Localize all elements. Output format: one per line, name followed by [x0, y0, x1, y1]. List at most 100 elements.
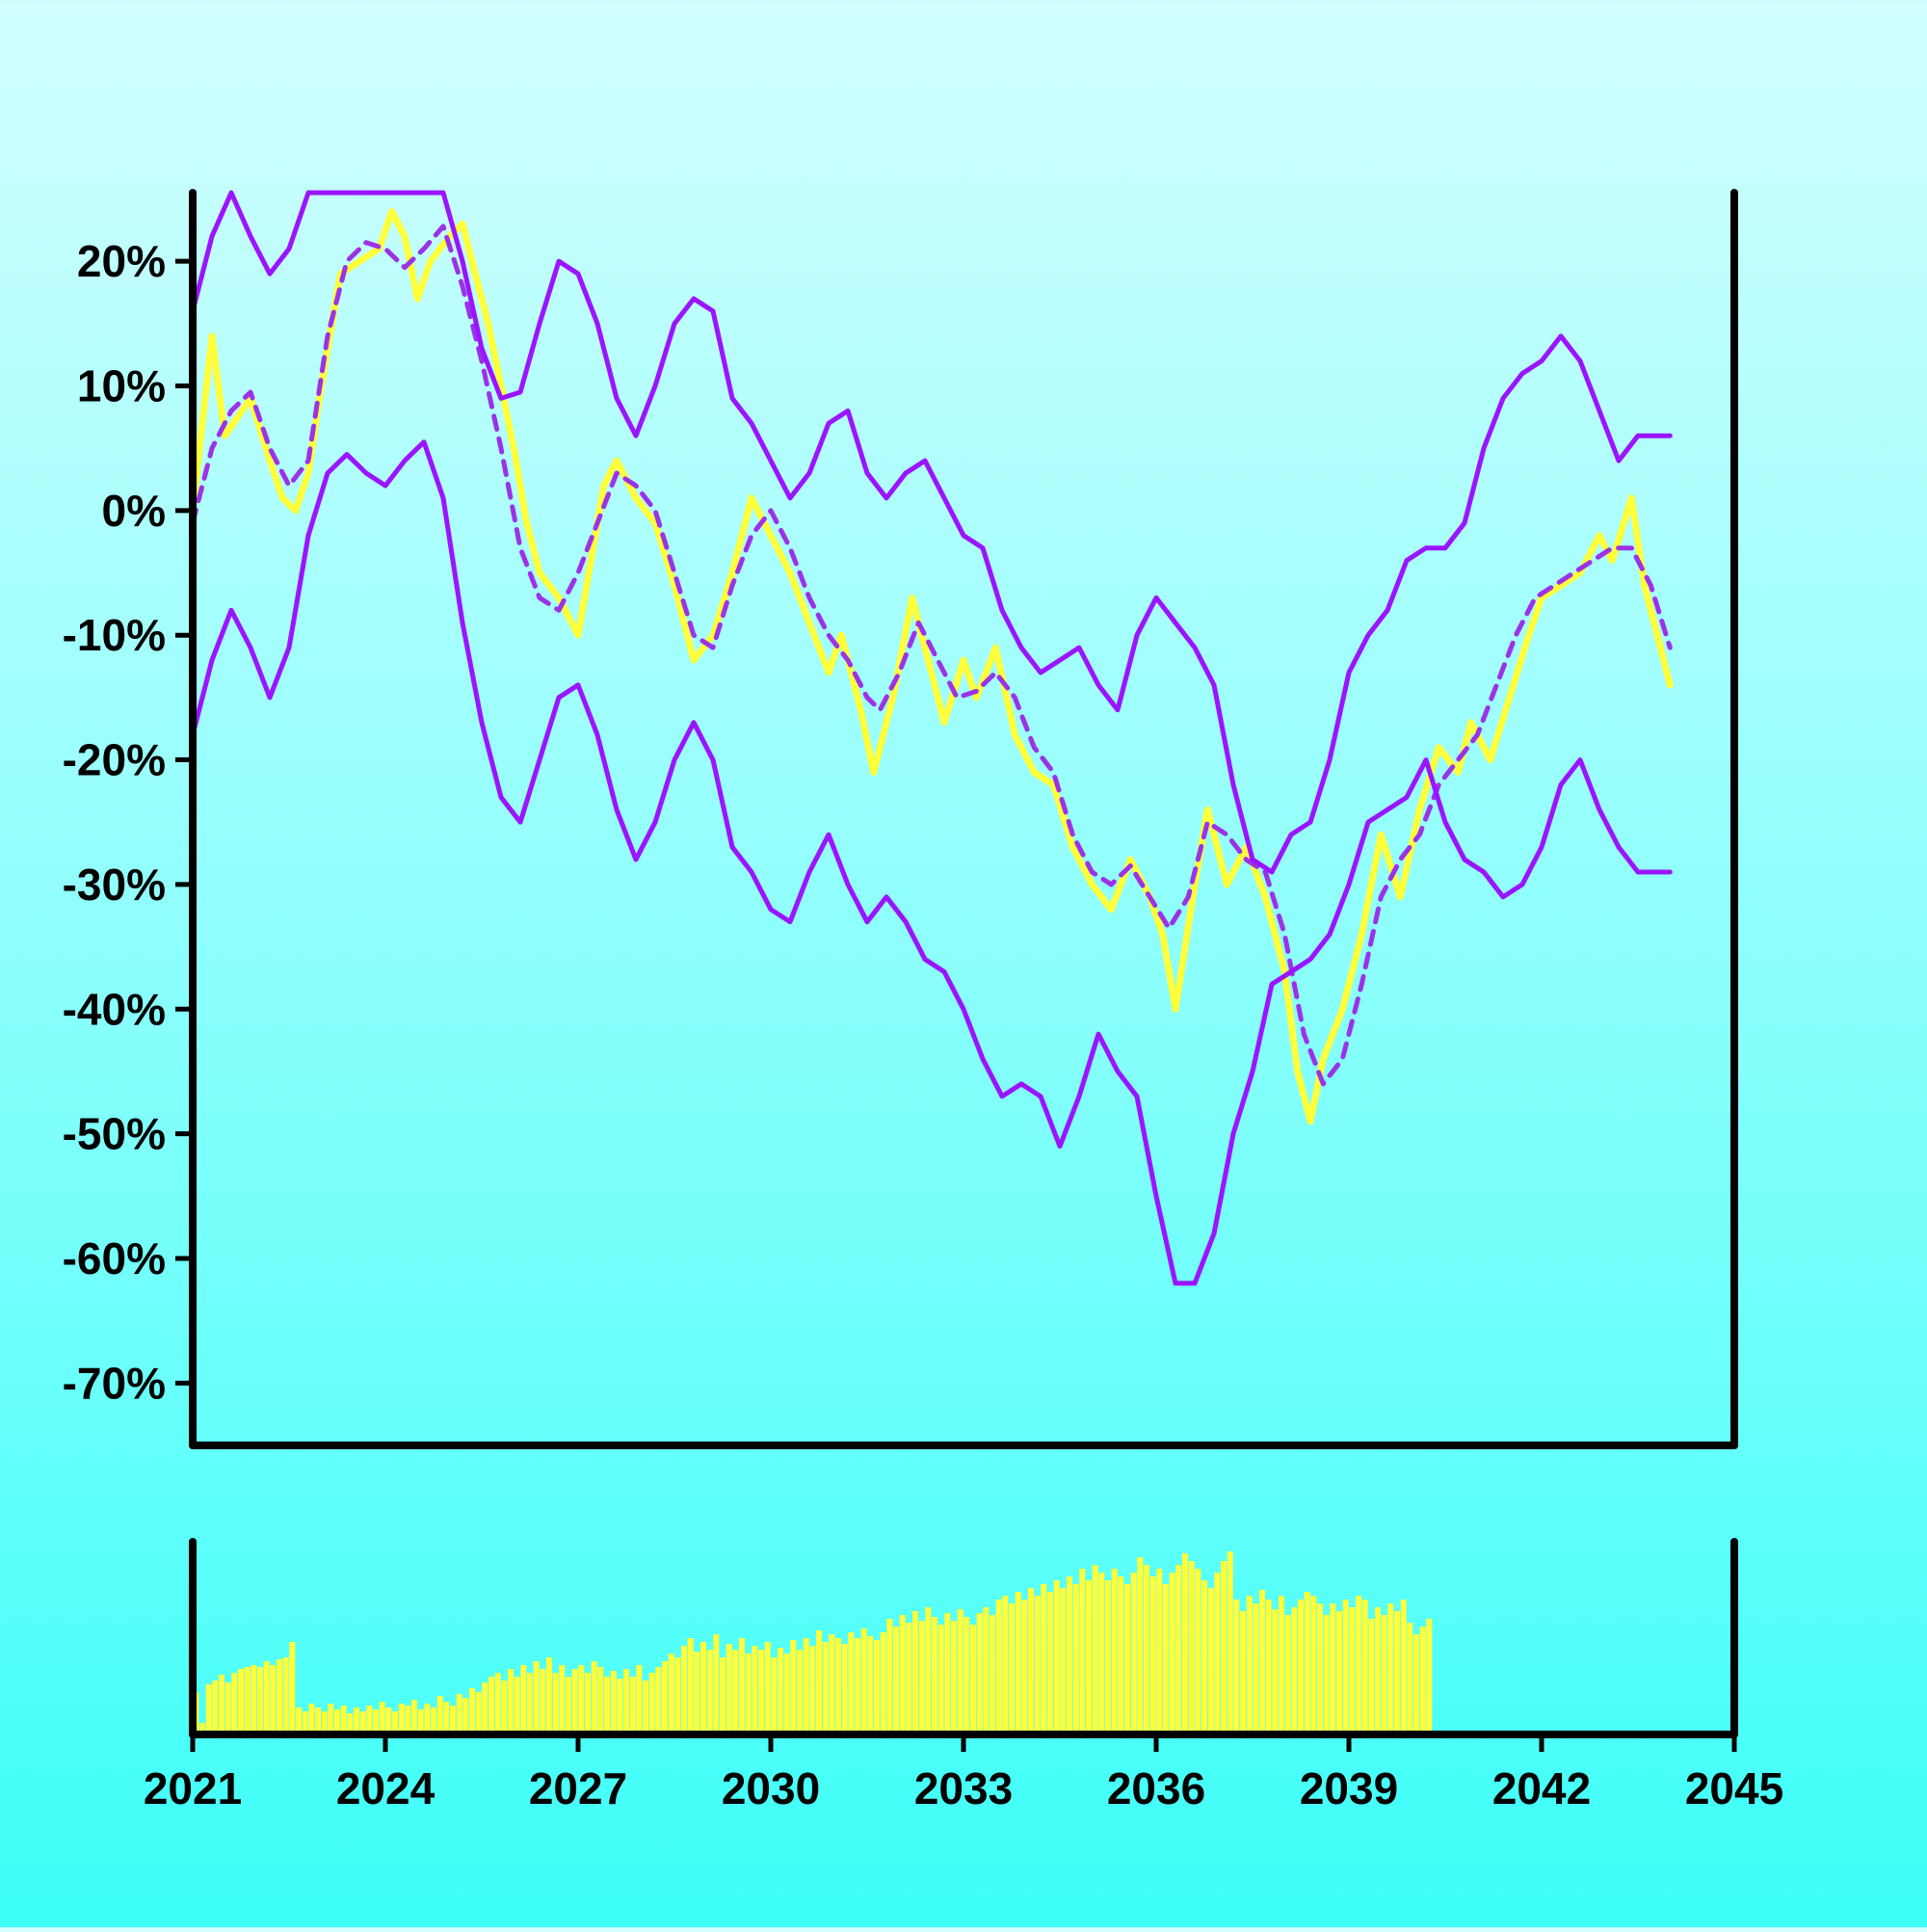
- volume-bar: [1375, 1607, 1381, 1734]
- volume-bar: [1086, 1580, 1092, 1734]
- volume-bar: [1118, 1576, 1124, 1734]
- volume-bar: [1265, 1600, 1272, 1734]
- volume-bar: [462, 1698, 469, 1734]
- volume-bar: [829, 1634, 835, 1734]
- volume-bar: [771, 1657, 778, 1734]
- volume-bar: [1002, 1596, 1009, 1734]
- volume-bar: [219, 1675, 224, 1734]
- volume-bar: [1368, 1619, 1375, 1734]
- volume-bar: [366, 1706, 373, 1734]
- volume-bar: [340, 1706, 347, 1734]
- volume-bar: [739, 1638, 745, 1734]
- volume-bar: [816, 1630, 822, 1734]
- volume-bar: [296, 1707, 302, 1734]
- y-tick-label: -30%: [63, 860, 166, 910]
- volume-bar: [508, 1669, 514, 1734]
- volume-bar: [610, 1671, 617, 1734]
- volume-bar: [244, 1667, 251, 1734]
- volume-bar: [1028, 1588, 1034, 1734]
- volume-bar: [841, 1644, 848, 1734]
- x-axis-ticks: 2021 2024 2027 2030 2033 2036 2039 2042 2045: [144, 1734, 1783, 1813]
- y-tick-label: -10%: [63, 610, 166, 660]
- volume-bar: [411, 1700, 417, 1734]
- main-axes: [189, 189, 1738, 1449]
- volume-bar: [533, 1661, 540, 1734]
- x-tick-label: 2027: [529, 1763, 627, 1813]
- volume-bar: [1259, 1590, 1265, 1734]
- series-line-upper-band: [190, 190, 1673, 875]
- volume-bar: [860, 1628, 867, 1734]
- volume-bar: [559, 1665, 566, 1734]
- volume-bar: [700, 1642, 706, 1734]
- volume-bar: [790, 1640, 797, 1734]
- volume-bar: [424, 1704, 431, 1734]
- x-tick-label: 2042: [1492, 1763, 1591, 1813]
- volume-bar: [482, 1682, 488, 1734]
- volume-bar: [1356, 1596, 1361, 1734]
- volume-bar: [1021, 1600, 1028, 1734]
- volume-bar: [212, 1681, 219, 1734]
- volume-bar: [520, 1665, 527, 1734]
- volume-bar: [867, 1636, 874, 1734]
- volume-bar: [886, 1619, 893, 1734]
- volume-bar: [1195, 1569, 1201, 1734]
- volume-bar: [328, 1704, 334, 1734]
- volume-bars: [193, 1551, 1433, 1734]
- volume-bar: [1387, 1603, 1394, 1734]
- x-tick-label: 2021: [144, 1763, 242, 1813]
- volume-bar: [1253, 1603, 1259, 1734]
- volume-bar: [648, 1673, 655, 1734]
- volume-bar: [1342, 1600, 1349, 1734]
- volume-bar: [655, 1667, 662, 1734]
- volume-bar: [224, 1682, 231, 1734]
- volume-bar: [1349, 1607, 1356, 1734]
- volume-bar: [643, 1681, 648, 1734]
- volume-bar: [855, 1638, 860, 1734]
- volume-bar: [540, 1669, 546, 1734]
- volume-bar: [1407, 1623, 1413, 1734]
- volume-bar: [514, 1677, 520, 1734]
- volume-bar: [263, 1661, 270, 1734]
- volume-bar: [1413, 1634, 1419, 1734]
- volume-bar: [1182, 1553, 1188, 1734]
- volume-bar: [443, 1702, 450, 1734]
- volume-bar: [456, 1694, 462, 1734]
- volume-bar: [270, 1665, 277, 1734]
- volume-bar: [205, 1684, 212, 1734]
- volume-bar: [687, 1638, 694, 1734]
- volume-bar: [674, 1657, 681, 1734]
- volume-bar: [308, 1704, 315, 1734]
- volume-bar: [918, 1621, 925, 1734]
- volume-bar: [1298, 1600, 1304, 1734]
- volume-bar: [797, 1650, 803, 1734]
- volume-bar: [662, 1661, 668, 1734]
- volume-bar: [1336, 1611, 1342, 1734]
- y-tick-label: -70%: [63, 1358, 166, 1408]
- volume-bar: [289, 1642, 296, 1734]
- x-tick-label: 2024: [336, 1763, 436, 1813]
- volume-bar: [302, 1711, 308, 1734]
- volume-bar: [1111, 1569, 1118, 1734]
- volume-bar: [983, 1607, 990, 1734]
- volume-bar: [1291, 1607, 1298, 1734]
- volume-bar: [1072, 1584, 1079, 1734]
- volume-bar: [1156, 1569, 1163, 1734]
- volume-bar: [925, 1607, 932, 1734]
- volume-bar: [783, 1654, 790, 1734]
- volume-bar: [803, 1638, 809, 1734]
- volume-bar: [1330, 1603, 1336, 1734]
- volume-bar: [1098, 1573, 1105, 1734]
- x-tick-label: 2039: [1300, 1763, 1398, 1813]
- series-line-lower-band: [190, 439, 1673, 1286]
- y-axis-ticks: 20% 10% 0% -10% -20% -30% -40% -50% -60% -70%: [63, 236, 193, 1408]
- volume-bar: [932, 1617, 937, 1734]
- volume-bar: [951, 1621, 957, 1734]
- volume-bar: [629, 1677, 636, 1734]
- volume-bar: [822, 1642, 829, 1734]
- volume-bar: [1304, 1592, 1310, 1734]
- volume-bar: [706, 1650, 713, 1734]
- volume-bar: [392, 1711, 398, 1734]
- volume-bar: [1284, 1615, 1291, 1734]
- volume-bar: [321, 1711, 328, 1734]
